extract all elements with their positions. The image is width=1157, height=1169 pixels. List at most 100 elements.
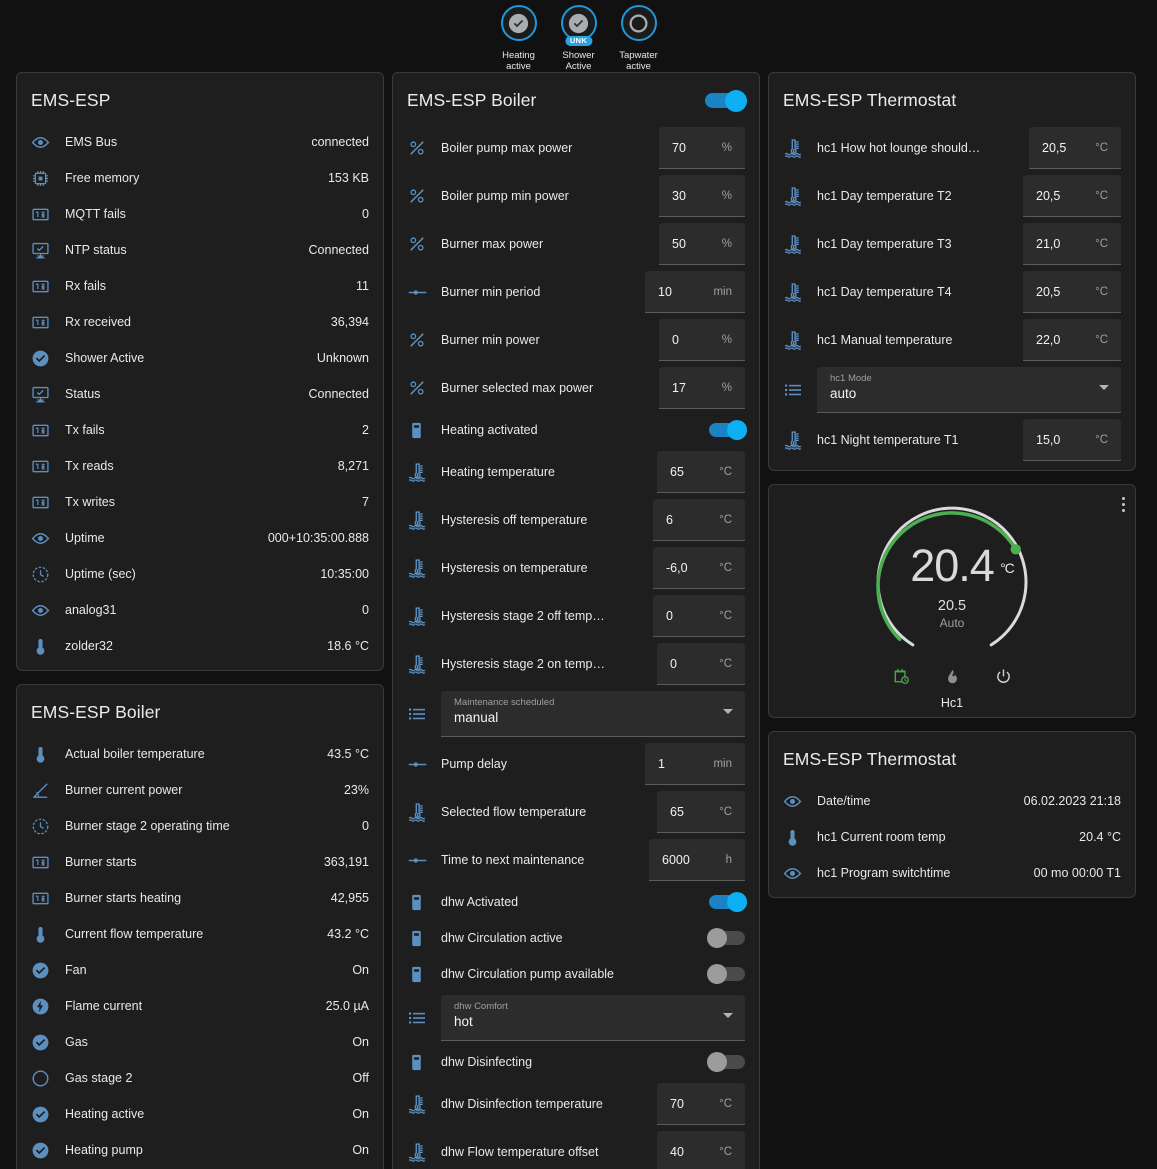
number-input[interactable]: 0 °C [653,595,745,637]
row-value: On [352,1107,369,1121]
status-chip-tapwater-active[interactable]: Tapwater active [610,5,667,72]
number-input-value: 6 [666,512,673,527]
status-chip-heating-active[interactable]: Heating active [490,5,547,72]
row-label: Time to next maintenance [441,853,585,867]
number-input[interactable]: 10 min [645,271,745,313]
chip-label-line2: active [506,61,531,72]
number-input-value: -6,0 [666,560,688,575]
number-input[interactable]: 22,0 °C [1023,319,1121,361]
number-input[interactable]: 20,5 °C [1029,127,1121,169]
number-input[interactable]: 20,5 °C [1023,175,1121,217]
toggle-row: dhw Circulation pump available [393,956,759,992]
boiler-master-toggle[interactable] [705,89,747,112]
row-label: Gas [65,1035,88,1049]
toggle-switch[interactable] [709,420,747,440]
row-value: 0 [362,207,369,221]
row-value: Connected [308,387,369,401]
data-row: Actual boiler temperature 43.5 °C [17,736,383,772]
number-input[interactable]: 20,5 °C [1023,271,1121,313]
toggle-switch[interactable] [707,964,745,984]
circle-outline-icon [629,13,648,33]
field-row: Burner selected max power 17 % [393,364,759,412]
thermostat-dial[interactable]: 20.4 °C 20.5 Auto [864,499,1040,675]
number-input[interactable]: -6,0 °C [653,547,745,589]
number-input-unit: °C [719,805,732,818]
number-input[interactable]: 70 °C [657,1083,745,1125]
number-input[interactable]: 1 min [645,743,745,785]
timer-line-icon [407,282,441,303]
more-vertical-icon[interactable] [1122,497,1125,512]
boiler-mid-row-list: Boiler pump max power 70 % Boiler pump m… [393,124,759,1169]
dial-circuit-name: Hc1 [940,696,964,710]
select-input[interactable]: dhw Comfort hot [441,995,745,1041]
number-input[interactable]: 21,0 °C [1023,223,1121,265]
row-value: 18.6 °C [327,639,369,653]
list-icon [407,704,441,724]
memory-icon [31,169,65,188]
number-input-unit: h [725,853,732,866]
status-chip-bar: Heating active UNK Shower Active [0,0,1157,72]
row-value: 00 mo 00:00 T1 [1033,866,1121,880]
chevron-down-icon[interactable] [723,1013,733,1018]
chevron-down-icon[interactable] [723,709,733,714]
number-input-unit: °C [719,1145,732,1158]
card-title-text: EMS-ESP Boiler [407,90,537,110]
row-label: hc1 Day temperature T3 [817,237,952,251]
number-input-unit: min [713,757,732,770]
number-input[interactable]: 0 % [659,319,745,361]
row-label: Tx writes [65,495,115,509]
row-label: Hysteresis on temperature [441,561,588,575]
chevron-down-icon[interactable] [1099,385,1109,390]
scrollbar-gutter[interactable] [1142,0,1157,1169]
row-label: hc1 Program switchtime [817,866,951,880]
toggle-switch[interactable] [709,892,747,912]
thermostat-top-row-list: hc1 How hot lounge should… 20,5 °C hc1 D… [769,124,1135,464]
number-input-unit: °C [719,657,732,670]
toggle-switch[interactable] [707,928,745,948]
chip-label-line2: Active [565,61,592,72]
select-input[interactable]: Maintenance scheduled manual [441,691,745,737]
number-input-unit: % [721,381,732,394]
number-input[interactable]: 0 °C [657,643,745,685]
row-label: zolder32 [65,639,113,653]
toggle-row: dhw Activated [393,884,759,920]
check-circle-icon [568,13,589,33]
number-input[interactable]: 65 °C [657,791,745,833]
percent-icon [407,378,441,398]
status-chip-shower-active[interactable]: UNK Shower Active [550,5,607,72]
calendar-clock-icon[interactable] [893,668,910,685]
data-row: Fan On [17,952,383,988]
power-icon[interactable] [995,668,1012,685]
number-input[interactable]: 40 °C [657,1131,745,1169]
row-label: dhw Flow temperature offset [441,1145,599,1159]
number-input-value: 20,5 [1042,140,1067,155]
number-input-value: 6000 [662,852,690,867]
data-row: Flame current 25.0 µA [17,988,383,1024]
row-label: NTP status [65,243,127,257]
coolant-temp-icon [407,510,441,531]
select-input[interactable]: hc1 Mode auto [817,367,1121,413]
number-input[interactable]: 15,0 °C [1023,419,1121,461]
number-input[interactable]: 50 % [659,223,745,265]
number-input[interactable]: 6000 h [649,839,745,881]
field-row: hc1 Day temperature T3 21,0 °C [769,220,1135,268]
toggle-switch[interactable] [707,1052,745,1072]
data-row: Status Connected [17,376,383,412]
number-input[interactable]: 17 % [659,367,745,409]
number-input-value: 1 [658,756,665,771]
timer-line-icon [407,754,441,775]
number-input[interactable]: 65 °C [657,451,745,493]
number-input[interactable]: 70 % [659,127,745,169]
circle-outline-icon [31,1069,65,1088]
select-row: dhw Comfort hot [393,992,759,1044]
toggle-row: dhw Disinfecting [393,1044,759,1080]
coolant-temp-icon [407,462,441,483]
row-label: Selected flow temperature [441,805,587,819]
chip-ring: UNK [560,5,597,46]
number-input[interactable]: 30 % [659,175,745,217]
data-row: Uptime 000+10:35:00.888 [17,520,383,556]
number-input-unit: % [721,237,732,250]
number-input[interactable]: 6 °C [653,499,745,541]
row-label: Boiler pump min power [441,189,569,203]
flame-icon[interactable] [944,668,961,685]
